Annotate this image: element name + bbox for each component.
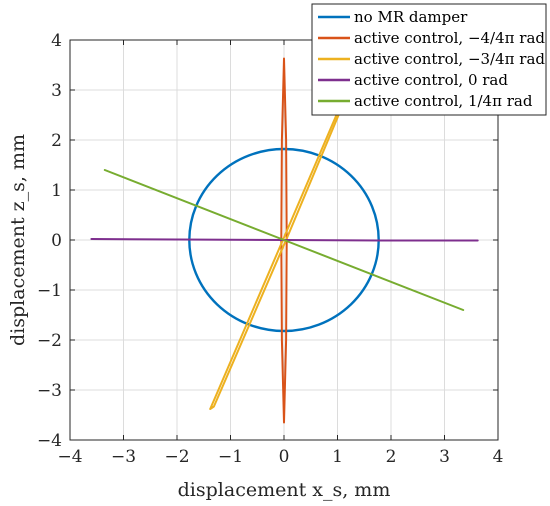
legend: no MR damper active control, −4/4π rad act… [311, 3, 547, 116]
legend-label: no MR damper [354, 8, 468, 26]
legend-box [311, 3, 547, 116]
y-tick-label: 3 [51, 81, 62, 101]
x-tick-label: −1 [218, 447, 243, 467]
y-tick-label: 1 [51, 181, 62, 201]
legend-label: active control, −4/4π rad [354, 29, 545, 47]
x-tick-label: −3 [111, 447, 136, 467]
legend-label: active control, 1/4π rad [354, 92, 533, 110]
legend-label: active control, −3/4π rad [354, 50, 545, 68]
tick-labels: −4 −3 −2 −1 0 1 2 3 4 −4 −3 −2 −1 0 1 2 3 4 [37, 31, 503, 467]
y-tick-label: −1 [37, 281, 62, 301]
x-tick-label: 3 [439, 447, 450, 467]
x-tick-label: −2 [164, 447, 189, 467]
y-tick-label: 0 [51, 231, 62, 251]
y-tick-label: −4 [37, 431, 62, 451]
y-tick-label: −3 [37, 381, 62, 401]
series-4-line [103, 169, 465, 311]
series-1-line [280, 57, 288, 424]
x-tick-label: 1 [332, 447, 343, 467]
x-tick-label: 0 [279, 447, 290, 467]
x-tick-label: 4 [493, 447, 504, 467]
series-layer [90, 57, 479, 424]
x-tick-label: −4 [57, 447, 82, 467]
y-axis-label: displacement z_s, mm [7, 134, 29, 346]
y-tick-label: 2 [51, 131, 62, 151]
x-axis-label: displacement x_s, mm [178, 479, 391, 501]
y-tick-label: −2 [37, 331, 62, 351]
y-tick-label: 4 [51, 31, 62, 51]
series-2-line [209, 66, 360, 410]
x-tick-label: 2 [386, 447, 397, 467]
legend-label: active control, 0 rad [354, 71, 508, 89]
legend-entries: no MR damper active control, −4/4π rad act… [318, 8, 545, 110]
